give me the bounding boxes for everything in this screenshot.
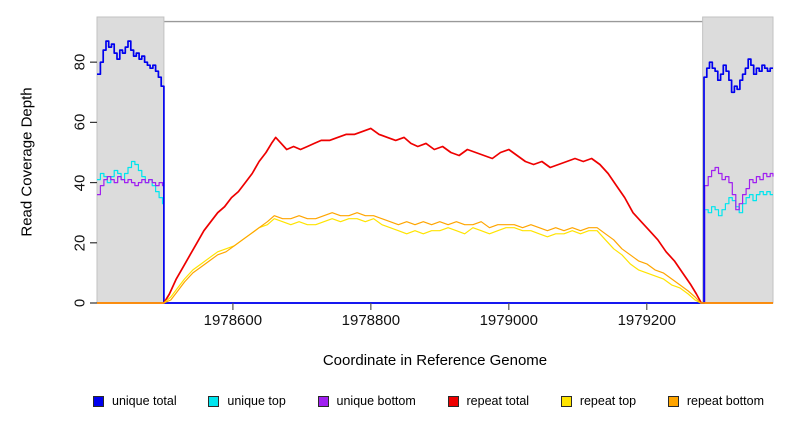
x-tick-label: 1979000	[479, 312, 538, 329]
legend-swatch-icon	[447, 395, 459, 407]
series-repeat-top	[97, 218, 773, 304]
legend-swatch-icon	[667, 395, 679, 407]
legend-item-repeat-total: repeat total	[447, 394, 530, 408]
legend-item-unique-top: unique top	[208, 394, 286, 408]
repeat-region-right-shading	[702, 16, 774, 304]
series-repeat-bottom	[97, 212, 773, 304]
y-tick-label: 20	[71, 234, 89, 252]
x-tick-label: 1979200	[617, 312, 676, 329]
y-tick-label: 80	[71, 53, 89, 71]
series-repeat-total	[97, 127, 773, 304]
legend-item-unique-total: unique total	[93, 394, 177, 408]
legend-swatch-icon	[208, 395, 220, 407]
x-tick-label: 1978600	[203, 312, 263, 329]
legend-label: repeat bottom	[686, 394, 764, 408]
series-unique-total	[97, 40, 773, 304]
legend-label: unique top	[227, 394, 286, 408]
legend-item-repeat-top: repeat top	[560, 394, 637, 408]
legend-swatch-icon	[560, 395, 572, 407]
legend-item-repeat-bottom: repeat bottom	[667, 394, 764, 408]
legend-label: unique total	[112, 394, 177, 408]
legend-swatch-icon	[93, 395, 104, 407]
coverage-plot-canvas	[90, 16, 774, 310]
y-axis-title: Read Coverage Depth	[18, 87, 36, 237]
repeat-region-left-shading	[96, 16, 165, 304]
legend: unique total unique top unique bottom repea…	[93, 394, 764, 408]
y-tick-label: 40	[71, 174, 89, 191]
series-unique-bottom	[97, 166, 774, 304]
legend-label: repeat total	[466, 394, 530, 408]
legend-swatch-icon	[317, 395, 329, 407]
legend-item-unique-bottom: unique bottom	[317, 394, 416, 408]
x-axis-title: Coordinate in Reference Genome	[322, 352, 548, 369]
y-tick-label: 60	[71, 114, 89, 131]
series-unique-top	[97, 160, 773, 304]
x-tick-label: 1978800	[341, 312, 401, 329]
legend-label: unique bottom	[336, 394, 416, 408]
y-tick-label: 0	[71, 298, 89, 308]
legend-label: repeat top	[579, 394, 637, 408]
